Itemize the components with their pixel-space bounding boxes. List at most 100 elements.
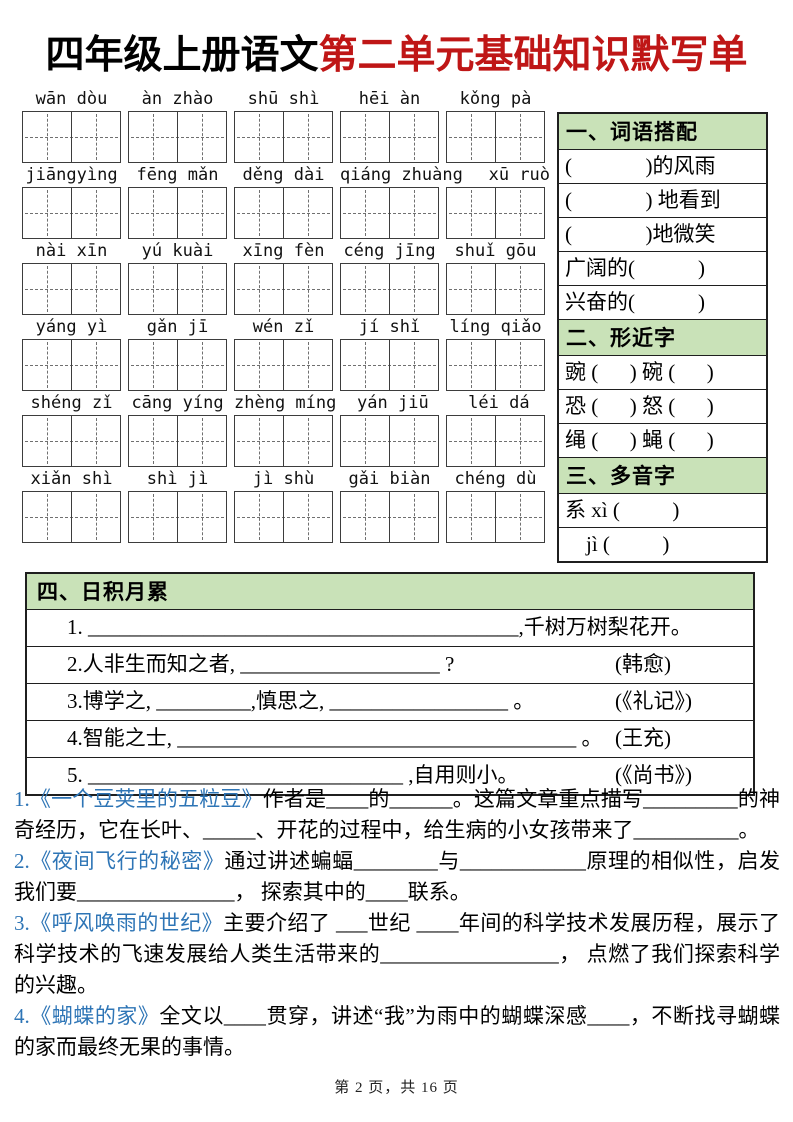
tianzige-cell: [235, 340, 283, 390]
accumulation-row: 2.人非生而知之者, ___________________ ? (韩愈): [27, 646, 753, 683]
tianzige-group: [22, 263, 121, 315]
tianzige-group: [234, 491, 333, 543]
tianzige-cell: [389, 264, 438, 314]
source-label: (《礼记》): [615, 689, 692, 713]
page-title: 四年级上册语文第二单元基础知识默写单: [0, 24, 793, 80]
tianzige-group: [22, 111, 121, 163]
pinyin-line: jiāngyìng fēng mǎn děng dài qiáng zhuàng xū …: [22, 164, 554, 187]
tianzige-cell: [495, 416, 544, 466]
sentence-text: 2.人非生而知之者, ___________________ ?: [67, 652, 455, 676]
pinyin-label: wén zǐ: [252, 317, 315, 337]
tianzige-group: [340, 263, 439, 315]
pinyin-label: hēi àn: [358, 89, 421, 109]
grid-line: [22, 339, 554, 391]
pinyin-label: gǎi biàn: [348, 469, 431, 489]
exercise-row: jì ( ): [559, 527, 766, 561]
section-header: 四、日积月累: [27, 574, 753, 609]
lesson-summary: 2.《夜间飞行的秘密》通过讲述蝙蝠________与____________原理…: [14, 846, 780, 908]
exercise-row: ( ) 地看到: [559, 183, 766, 217]
tianzige-cell: [389, 188, 438, 238]
tianzige-cell: [495, 112, 544, 162]
tianzige-cell: [283, 492, 332, 542]
tianzige-cell: [447, 416, 495, 466]
pinyin-label: zhèng míng: [234, 393, 337, 413]
source-label: (韩愈): [615, 652, 671, 676]
lesson-title: 4.《蝴蝶的家》: [14, 1004, 160, 1028]
pinyin-label: yáng yì: [35, 317, 108, 337]
tianzige-cell: [341, 340, 389, 390]
tianzige-group: [234, 339, 333, 391]
tianzige-group: [22, 415, 121, 467]
summary-text: 作者是____的______。这篇文章重点描写_________的神奇经历，它在…: [14, 787, 781, 842]
pinyin-label: nài xīn: [35, 241, 108, 261]
tianzige-cell: [129, 112, 177, 162]
sentence-text: 3.博学之, _________,慎思之, _________________ …: [67, 689, 535, 713]
lesson-title: 2.《夜间飞行的秘密》: [14, 849, 225, 873]
section-header: 一、词语搭配: [559, 114, 766, 149]
tianzige-cell: [235, 492, 283, 542]
pinyin-line: wān dòu àn zhào shū shì hēi àn kǒng pà: [22, 88, 554, 111]
pinyin-line: yáng yì gǎn jī wén zǐ jí shǐ líng qiǎo: [22, 316, 554, 339]
pinyin-label: shéng zǐ: [30, 393, 113, 413]
sentence-text: 1. _____________________________________…: [67, 615, 692, 639]
pinyin-label: àn zhào: [141, 89, 214, 109]
tianzige-cell: [235, 188, 283, 238]
sentence-text: 5. ______________________________ ,自用则小。: [67, 763, 519, 787]
tianzige-group: [22, 491, 121, 543]
tianzige-cell: [177, 340, 226, 390]
tianzige-group: [446, 415, 545, 467]
pinyin-label: qiáng zhuàng: [340, 165, 463, 185]
tianzige-cell: [341, 492, 389, 542]
tianzige-cell: [341, 416, 389, 466]
pinyin-label: wān dòu: [35, 89, 108, 109]
tianzige-group: [446, 187, 545, 239]
tianzige-group: [340, 491, 439, 543]
pinyin-line: nài xīn yú kuài xīng fèn céng jīng shuǐ gōu: [22, 240, 554, 263]
tianzige-cell: [283, 188, 332, 238]
tianzige-cell: [389, 416, 438, 466]
title-unit-part: 第二单元基础知识默写单: [318, 34, 748, 77]
tianzige-cell: [341, 264, 389, 314]
tianzige-cell: [283, 416, 332, 466]
tianzige-cell: [447, 112, 495, 162]
grid-line: [22, 187, 554, 239]
pinyin-label: léi dá: [468, 393, 530, 413]
pinyin-grid-row: wān dòu àn zhào shū shì hēi àn kǒng pà: [22, 88, 554, 164]
tianzige-cell: [389, 340, 438, 390]
pinyin-label: yú kuài: [141, 241, 214, 261]
accumulation-row: 4.智能之士, ________________________________…: [27, 720, 753, 757]
tianzige-group: [22, 339, 121, 391]
tianzige-group: [128, 339, 227, 391]
grid-line: [22, 415, 554, 467]
tianzige-group: [340, 339, 439, 391]
pinyin-grid-row: yáng yì gǎn jī wén zǐ jí shǐ líng qiǎo: [22, 316, 554, 392]
tianzige-group: [234, 187, 333, 239]
tianzige-cell: [235, 264, 283, 314]
tianzige-cell: [71, 188, 120, 238]
section-header: 二、形近字: [559, 319, 766, 355]
tianzige-group: [446, 339, 545, 391]
lesson-summaries: 1.《一个豆荚里的五粒豆》作者是____的______。这篇文章重点描写____…: [14, 784, 780, 1063]
source-label: (王充): [615, 726, 671, 750]
tianzige-cell: [71, 416, 120, 466]
pinyin-label: shì jì: [146, 469, 209, 489]
tianzige-cell: [495, 492, 544, 542]
tianzige-cell: [389, 492, 438, 542]
pinyin-label: jiāngyìng: [25, 165, 118, 185]
pinyin-label: chéng dù: [454, 469, 537, 489]
title-course-part: 四年级上册语文: [45, 34, 319, 77]
tianzige-cell: [71, 340, 120, 390]
tianzige-cell: [495, 340, 544, 390]
pinyin-grid-row: jiāngyìng fēng mǎn děng dài qiáng zhuàng xū …: [22, 164, 554, 240]
exercise-row: 恐 ( ) 怒 ( ): [559, 389, 766, 423]
lesson-title: 3.《呼风唤雨的世纪》: [14, 911, 224, 935]
tianzige-cell: [23, 492, 71, 542]
tianzige-cell: [283, 112, 332, 162]
tianzige-cell: [177, 264, 226, 314]
exercise-row: 广阔的( ): [559, 251, 766, 285]
tianzige-cell: [23, 340, 71, 390]
tianzige-cell: [129, 188, 177, 238]
exercise-row: ( )地微笑: [559, 217, 766, 251]
grid-line: [22, 111, 554, 163]
sentence-text: 4.智能之士, ________________________________…: [67, 726, 603, 750]
